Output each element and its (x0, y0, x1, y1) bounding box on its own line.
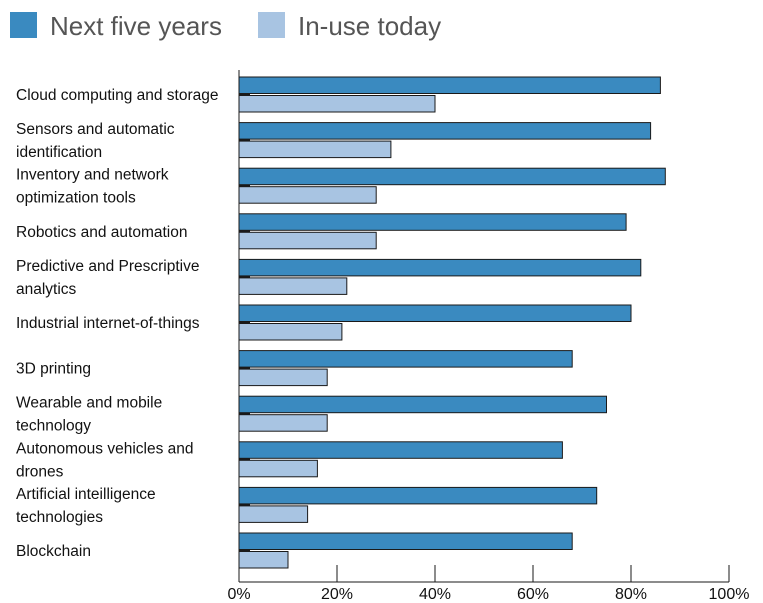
bar-next-five-years (238, 441, 563, 459)
category-label: 3D printing (16, 361, 91, 378)
category-label: Cloud computing and storage (16, 87, 219, 104)
bar-next-five-years (238, 395, 607, 414)
legend: Next five years In-use today (10, 11, 441, 41)
bar-in-use-today (238, 551, 289, 569)
x-tick-label: 80% (615, 586, 647, 603)
category-label: Autonomous vehicles and drones (16, 440, 194, 480)
category-label: Blockchain (16, 543, 91, 560)
bar-next-five-years (238, 486, 598, 505)
bar-in-use-today (238, 95, 436, 113)
category-label: Predictive and Prescriptive analytics (16, 258, 200, 298)
bar-in-use-today (238, 231, 377, 250)
legend-label: In-use today (298, 11, 441, 41)
bar-next-five-years (238, 213, 627, 231)
category-labels: Cloud computing and storage Sensors and a… (16, 87, 219, 560)
bar-in-use-today (238, 505, 309, 523)
bar-next-five-years (238, 258, 642, 277)
bar-in-use-today (238, 368, 328, 387)
legend-label: Next five years (50, 11, 222, 41)
bar-next-five-years (238, 122, 652, 140)
x-tick-label: 20% (321, 586, 353, 603)
x-axis: 0% 20% 40% 60% 80% 100% (227, 70, 749, 603)
legend-swatch (10, 12, 37, 38)
category-label: Wearable and mobile technology (16, 395, 162, 435)
x-tick-label: 0% (227, 586, 250, 603)
category-label: Artificial inteilligence technologies (16, 486, 156, 526)
category-label: Inventory and network optimization tools (16, 167, 169, 207)
bars (238, 76, 666, 569)
x-tick-label: 40% (419, 586, 451, 603)
x-tick-label: 60% (517, 586, 549, 603)
bar-next-five-years (238, 532, 573, 550)
x-tick-label: 100% (709, 586, 750, 603)
bar-in-use-today (238, 323, 343, 341)
category-label: Robotics and automation (16, 224, 187, 241)
bar-in-use-today (238, 186, 377, 204)
bar-in-use-today (238, 277, 348, 295)
legend-item-2: In-use today (258, 11, 441, 41)
bar-in-use-today (238, 140, 392, 159)
bar-in-use-today (238, 414, 328, 432)
bar-next-five-years (238, 167, 666, 186)
category-label: Sensors and automatic identification (16, 121, 175, 161)
bar-in-use-today (238, 459, 318, 478)
legend-swatch (258, 12, 285, 38)
category-label: Industrial internet-of-things (16, 315, 200, 332)
bar-next-five-years (238, 304, 632, 322)
bar-next-five-years (238, 76, 661, 94)
bar-next-five-years (238, 350, 573, 368)
legend-item-1: Next five years (10, 11, 222, 41)
